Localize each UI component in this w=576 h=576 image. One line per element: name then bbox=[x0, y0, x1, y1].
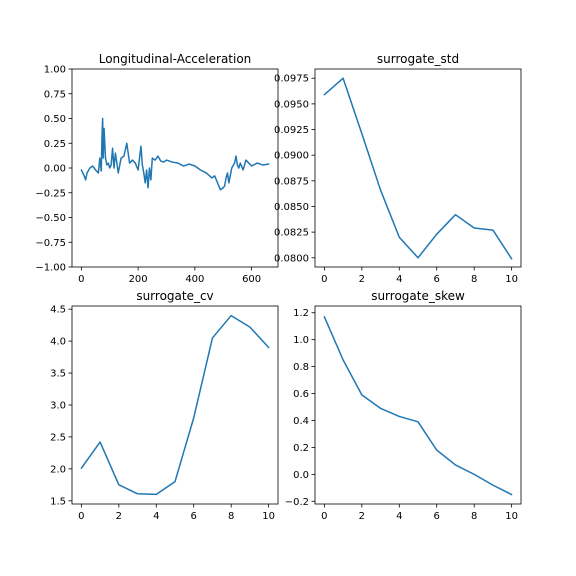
axes-frame bbox=[314, 68, 522, 268]
x-tick-label: 400 bbox=[185, 274, 204, 285]
y-tick-label: 0.0800 bbox=[274, 253, 309, 264]
series-line bbox=[80, 314, 270, 496]
y-tick-label: 0.0875 bbox=[274, 176, 309, 187]
x-tick-label: 0 bbox=[78, 274, 84, 285]
y-tick-label: 0.8 bbox=[293, 362, 309, 373]
y-tick-label: 3.0 bbox=[50, 401, 66, 412]
x-tick-label: 8 bbox=[471, 511, 477, 522]
axes-frame bbox=[314, 305, 522, 505]
subplot-title: Longitudinal-Acceleration bbox=[99, 52, 252, 66]
y-tick-label: −1.00 bbox=[35, 263, 66, 274]
y-tick-label: 0.50 bbox=[44, 114, 66, 125]
y-tick-label: 0.25 bbox=[44, 139, 66, 150]
y-tick-label: 0.0925 bbox=[274, 125, 309, 136]
series-line bbox=[80, 117, 270, 191]
series-line bbox=[323, 77, 513, 260]
subplot-title: surrogate_skew bbox=[371, 289, 465, 303]
y-tick-label: 0.6 bbox=[293, 389, 309, 400]
x-tick-label: 8 bbox=[228, 511, 234, 522]
x-tick-label: 4 bbox=[396, 511, 402, 522]
y-tick-label: 1.00 bbox=[44, 65, 66, 76]
y-tick-label: 2.0 bbox=[50, 464, 66, 475]
y-tick-label: 0.75 bbox=[44, 89, 66, 100]
x-tick-label: 2 bbox=[359, 511, 365, 522]
x-tick-label: 10 bbox=[505, 274, 518, 285]
y-tick-label: 1.0 bbox=[293, 335, 309, 346]
y-tick-label: 0.00 bbox=[44, 164, 66, 175]
x-tick-label: 8 bbox=[471, 274, 477, 285]
y-tick-label: 0.0975 bbox=[274, 74, 309, 85]
series-line bbox=[323, 316, 513, 496]
x-tick-label: 4 bbox=[153, 511, 159, 522]
x-tick-label: 600 bbox=[242, 274, 261, 285]
x-tick-label: 2 bbox=[359, 274, 365, 285]
x-tick-label: 10 bbox=[505, 511, 518, 522]
x-tick-label: 0 bbox=[78, 511, 84, 522]
y-tick-label: 4.5 bbox=[50, 305, 66, 316]
x-tick-label: 200 bbox=[129, 274, 148, 285]
y-tick-label: 0.0900 bbox=[274, 151, 309, 162]
y-tick-label: 0.4 bbox=[293, 416, 309, 427]
y-tick-label: 2.5 bbox=[50, 432, 66, 443]
y-tick-label: 4.0 bbox=[50, 337, 66, 348]
x-tick-label: 0 bbox=[321, 274, 327, 285]
x-tick-label: 10 bbox=[262, 511, 275, 522]
subplot-title: surrogate_cv bbox=[136, 289, 213, 303]
x-tick-label: 2 bbox=[116, 511, 122, 522]
subplot-surrogate-std: surrogate_std 0 2 4 6 8 10 0.0800 0.0825 0.0850 0… bbox=[274, 52, 522, 285]
y-tick-label: 1.5 bbox=[50, 496, 66, 507]
y-tick-label: −0.75 bbox=[35, 238, 66, 249]
y-tick-label: −0.2 bbox=[285, 497, 309, 508]
x-tick-label: 6 bbox=[191, 511, 197, 522]
y-tick-label: 0.0850 bbox=[274, 202, 309, 213]
y-tick-label: 0.0 bbox=[293, 470, 309, 481]
subplot-surrogate-skew: surrogate_skew 0 2 4 6 8 10 −0.2 0.0 0.2 0.4 0.6 0.… bbox=[285, 289, 522, 522]
subplot-longitudinal-acceleration: Longitudinal-Acceleration 0 200 400 600 −1.0… bbox=[35, 52, 279, 285]
y-tick-label: −0.25 bbox=[35, 188, 66, 199]
y-tick-label: 0.2 bbox=[293, 443, 309, 454]
x-tick-label: 0 bbox=[321, 511, 327, 522]
y-tick-label: −0.50 bbox=[35, 213, 66, 224]
x-tick-label: 4 bbox=[396, 274, 402, 285]
subplot-title: surrogate_std bbox=[377, 52, 459, 66]
y-tick-label: 0.0950 bbox=[274, 99, 309, 110]
y-tick-label: 1.2 bbox=[293, 308, 309, 319]
y-tick-label: 0.0825 bbox=[274, 228, 309, 239]
subplot-surrogate-cv: surrogate_cv 0 2 4 6 8 10 1.5 2.0 2.5 3.0 3.5 4.0 4.… bbox=[50, 289, 279, 522]
x-tick-label: 6 bbox=[434, 511, 440, 522]
y-tick-label: 3.5 bbox=[50, 369, 66, 380]
x-tick-label: 6 bbox=[434, 274, 440, 285]
